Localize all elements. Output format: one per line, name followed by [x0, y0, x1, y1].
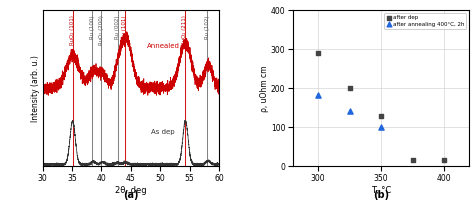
after dep [346, 86, 354, 89]
Text: As dep: As dep [151, 129, 175, 135]
X-axis label: T, °C: T, °C [371, 186, 391, 195]
Text: (a): (a) [123, 190, 138, 200]
after dep [409, 158, 416, 161]
Text: Ru (101): Ru (101) [122, 15, 128, 38]
X-axis label: 2θ, deg: 2θ, deg [115, 186, 146, 195]
Y-axis label: ρ, uOhm cm: ρ, uOhm cm [260, 65, 269, 112]
after annealing 400°C, 2h [377, 125, 385, 129]
after dep [314, 52, 322, 55]
Text: RuO₂ (211): RuO₂ (211) [182, 15, 187, 45]
Legend: after dep, after annealing 400°C, 2h: after dep, after annealing 400°C, 2h [384, 13, 466, 29]
Text: RuO₂ (200): RuO₂ (200) [99, 15, 104, 45]
after dep [377, 115, 385, 118]
Y-axis label: Intensity (arb. u.): Intensity (arb. u.) [31, 55, 40, 122]
Text: (b): (b) [373, 190, 389, 200]
after annealing 400°C, 2h [314, 93, 322, 96]
after annealing 400°C, 2h [346, 109, 354, 112]
after dep [440, 158, 448, 161]
Text: Ru (100): Ru (100) [90, 15, 94, 38]
Text: Ru (102): Ru (102) [205, 15, 210, 38]
Text: Ru (002): Ru (002) [115, 15, 120, 38]
Text: RuO₂ (101): RuO₂ (101) [70, 15, 75, 45]
Text: Annealed: Annealed [146, 43, 180, 49]
